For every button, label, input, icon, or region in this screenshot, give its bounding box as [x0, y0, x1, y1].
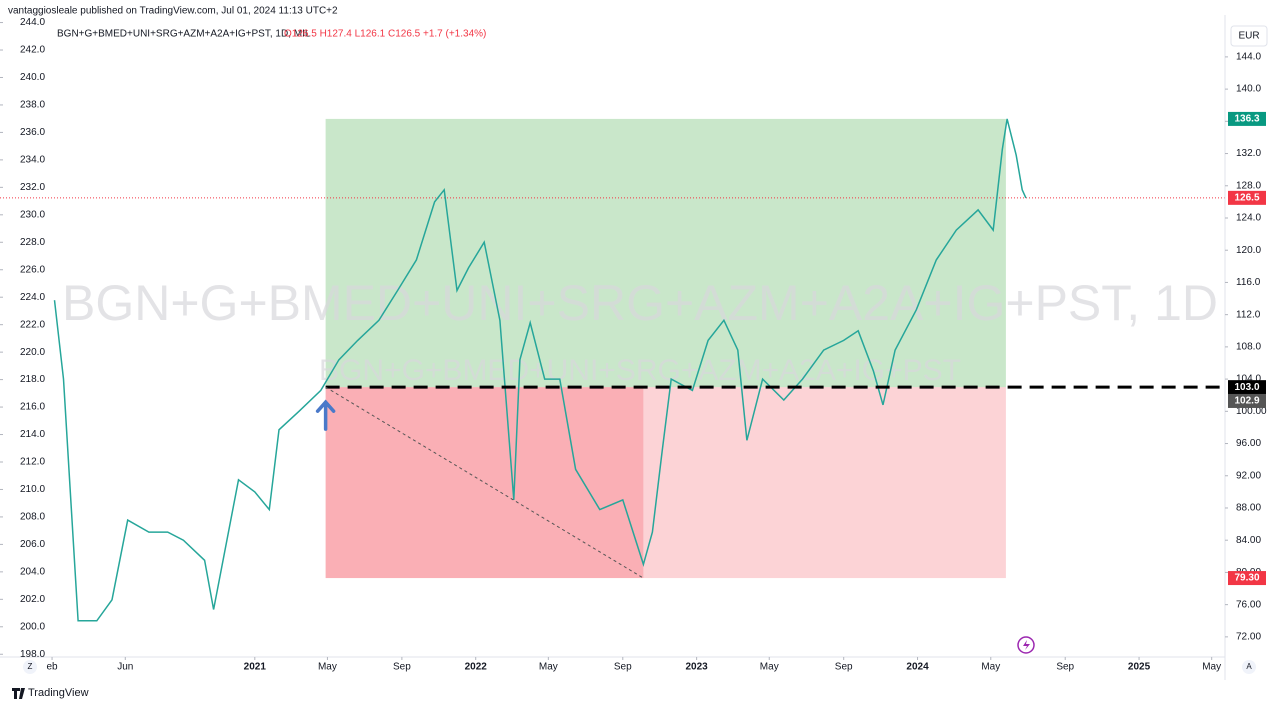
entry-arrow — [315, 399, 336, 431]
y2-tick-label: 238.0 — [20, 100, 45, 111]
x-tick-label: May — [1202, 662, 1221, 673]
watermark: BGN+G+BMED+UNI+SRG+AZM+A2A+IG+PST, 1D BG… — [62, 275, 1218, 387]
x-tick-label: May — [760, 662, 779, 673]
y-tick-label: 128.0 — [1236, 180, 1261, 191]
position-tool — [325, 118, 1006, 579]
x-tick-label: 2022 — [465, 662, 488, 673]
y-tick-label: 104.0 — [1236, 374, 1261, 385]
x-tick-label: May — [539, 662, 558, 673]
x-tick-label: Sep — [614, 662, 632, 673]
y2-tick-label: 244.0 — [20, 17, 45, 28]
profit-zone — [325, 118, 1006, 388]
x-tick-label: 2025 — [1128, 662, 1151, 673]
x-tick-label: May — [981, 662, 1000, 673]
y-tick-label: 92.00 — [1236, 470, 1261, 481]
x-tick-label: Sep — [835, 662, 853, 673]
y2-tick-label: 204.0 — [20, 566, 45, 577]
y-tick-label: 76.00 — [1236, 599, 1261, 610]
x-tick-label: Sep — [1056, 662, 1074, 673]
x-tick-label: 2023 — [686, 662, 709, 673]
currency[interactable]: EUR — [1238, 31, 1259, 42]
price-label-box — [1228, 111, 1266, 126]
price-label: 126.5 — [1234, 192, 1259, 203]
loss-zone — [643, 387, 1006, 579]
x-tick-label: eb — [46, 662, 58, 673]
y2-tick-label: 210.0 — [20, 484, 45, 495]
price-label: 79.30 — [1234, 573, 1259, 584]
y2-tick-label: 202.0 — [20, 594, 45, 605]
legend-ohlc: O126.5 H127.4 L126.1 C126.5 +1.7 (+1.34%… — [284, 29, 486, 40]
y2-tick-label: 224.0 — [20, 292, 45, 303]
y-tick-label: 96.00 — [1236, 438, 1261, 449]
price-label-box — [1228, 190, 1266, 205]
x-tick-label: Sep — [393, 662, 411, 673]
y-tick-label: 88.00 — [1236, 503, 1261, 514]
y2-tick-label: 216.0 — [20, 402, 45, 413]
auto-scale-icon[interactable]: A — [1246, 662, 1252, 671]
y-tick-label: 116.0 — [1236, 277, 1261, 288]
y2-tick-label: 198.0 — [20, 649, 45, 660]
y2-tick-label: 240.0 — [20, 72, 45, 83]
price-label: 136.3 — [1234, 114, 1259, 125]
publisher: vantaggiosleale published on TradingView… — [8, 6, 338, 17]
y2-tick-label: 236.0 — [20, 127, 45, 138]
watermark-sub: BGN+G+BMED+UNI+SRG+AZM+A2A+IG+PST — [319, 354, 961, 387]
axes: 72.0076.0080.0084.0088.0092.0096.00100.0… — [0, 17, 1267, 673]
y2-tick-label: 200.0 — [20, 621, 45, 632]
x-tick-label: May — [318, 662, 337, 673]
y2-tick-label: 220.0 — [20, 347, 45, 358]
y2-tick-label: 234.0 — [20, 155, 45, 166]
auto-scale-button[interactable] — [1242, 660, 1256, 674]
price-label: 103.0 — [1234, 382, 1259, 393]
price-label-box — [1228, 380, 1266, 395]
y-tick-label: 72.00 — [1236, 632, 1261, 643]
y2-tick-label: 242.0 — [20, 45, 45, 56]
y-tick-label: 100.00 — [1236, 406, 1267, 417]
y-tick-label: 112.0 — [1236, 309, 1261, 320]
y2-tick-label: 226.0 — [20, 264, 45, 275]
y2-tick-label: 208.0 — [20, 512, 45, 523]
logo — [12, 688, 25, 699]
y-tick-label: 108.0 — [1236, 342, 1261, 353]
y2-tick-label: 218.0 — [20, 374, 45, 385]
x-tick-label: 2024 — [906, 662, 929, 673]
x-tick-label: 2021 — [244, 662, 267, 673]
y2-tick-label: 232.0 — [20, 182, 45, 193]
price-label-box — [1228, 393, 1266, 408]
currency-button[interactable] — [1230, 25, 1268, 47]
price-label: 102.9 — [1234, 396, 1259, 407]
y-tick-label: 84.00 — [1236, 535, 1261, 546]
price-label-box — [1228, 571, 1266, 586]
watermark-main: BGN+G+BMED+UNI+SRG+AZM+A2A+IG+PST, 1D — [62, 275, 1218, 331]
footer-brand: TradingView — [28, 687, 89, 699]
y-tick-label: 124.0 — [1236, 213, 1261, 224]
y2-tick-label: 228.0 — [20, 237, 45, 248]
zoom-button[interactable] — [23, 660, 37, 674]
y2-tick-label: 230.0 — [20, 209, 45, 220]
zoom-icon[interactable]: Z — [28, 662, 33, 671]
x-tick-label: Jun — [117, 662, 133, 673]
price-line — [53, 118, 1027, 622]
event-icon[interactable] — [1017, 636, 1035, 654]
y-tick-label: 132.0 — [1236, 148, 1261, 159]
event-bolt — [1023, 640, 1030, 650]
y2-tick-label: 206.0 — [20, 539, 45, 550]
legend-symbol: BGN+G+BMED+UNI+SRG+AZM+A2A+IG+PST, 1D, M… — [57, 29, 311, 40]
y-tick-label: 144.0 — [1236, 52, 1261, 63]
y2-tick-label: 212.0 — [20, 457, 45, 468]
y-tick-label: 120.0 — [1236, 245, 1261, 256]
y2-tick-label: 214.0 — [20, 429, 45, 440]
trade-path — [325, 386, 644, 579]
plot — [0, 118, 1225, 622]
y2-tick-label: 222.0 — [20, 319, 45, 330]
y-tick-label: 140.0 — [1236, 84, 1261, 95]
